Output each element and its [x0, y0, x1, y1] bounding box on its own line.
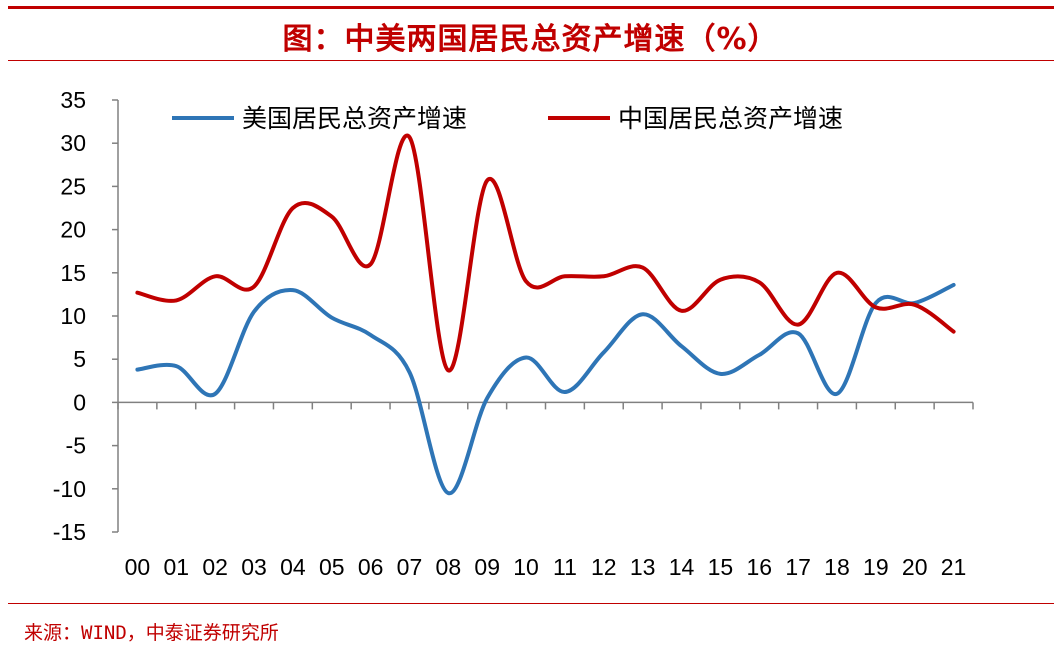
- x-tick-label: 00: [125, 554, 151, 580]
- x-tick-label: 04: [280, 554, 306, 580]
- y-tick-label: -5: [66, 433, 86, 459]
- x-tick-label: 01: [163, 554, 189, 580]
- series-line-1: [135, 282, 956, 496]
- y-tick-label: 15: [60, 260, 86, 286]
- y-tick-label: 5: [73, 346, 86, 372]
- legend-label-2: 中国居民总资产增速: [618, 104, 843, 133]
- x-tick-label: 12: [591, 554, 617, 580]
- source-note: 来源：WIND，中泰证券研究所: [24, 622, 279, 644]
- y-tick-label: -15: [53, 519, 86, 545]
- x-tick-label: 20: [902, 554, 928, 580]
- y-tick-label: 0: [73, 389, 86, 415]
- x-tick-label: 11: [553, 554, 577, 580]
- x-tick-label: 07: [397, 554, 423, 580]
- series-line-2: [135, 133, 956, 373]
- x-tick-label: 02: [202, 554, 228, 580]
- x-tick-label: 15: [708, 554, 734, 580]
- legend-label-1: 美国居民总资产增速: [242, 104, 467, 133]
- title-rule: [8, 60, 1054, 61]
- x-tick-label: 06: [358, 554, 384, 580]
- x-tick-label: 16: [746, 554, 772, 580]
- x-tick-label: 18: [824, 554, 850, 580]
- y-tick-label: 25: [60, 173, 86, 199]
- x-tick-label: 19: [863, 554, 889, 580]
- y-tick-label: -10: [53, 476, 86, 502]
- x-tick-label: 14: [669, 554, 695, 580]
- x-tick-label: 03: [241, 554, 267, 580]
- y-tick-label: 30: [60, 130, 86, 156]
- top-rule: [8, 6, 1054, 9]
- chart-title: 图：中美两国居民总资产增速（%）: [282, 22, 779, 57]
- bottom-rule: [8, 603, 1054, 604]
- x-tick-label: 08: [436, 554, 462, 580]
- y-tick-label: 20: [60, 217, 86, 243]
- x-tick-label: 17: [785, 554, 811, 580]
- x-tick-label: 13: [630, 554, 656, 580]
- x-tick-label: 05: [319, 554, 345, 580]
- x-tick-label: 21: [941, 554, 967, 580]
- y-tick-label: 35: [60, 87, 86, 113]
- y-tick-label: 10: [60, 303, 86, 329]
- x-tick-label: 09: [474, 554, 500, 580]
- x-tick-label: 10: [513, 554, 539, 580]
